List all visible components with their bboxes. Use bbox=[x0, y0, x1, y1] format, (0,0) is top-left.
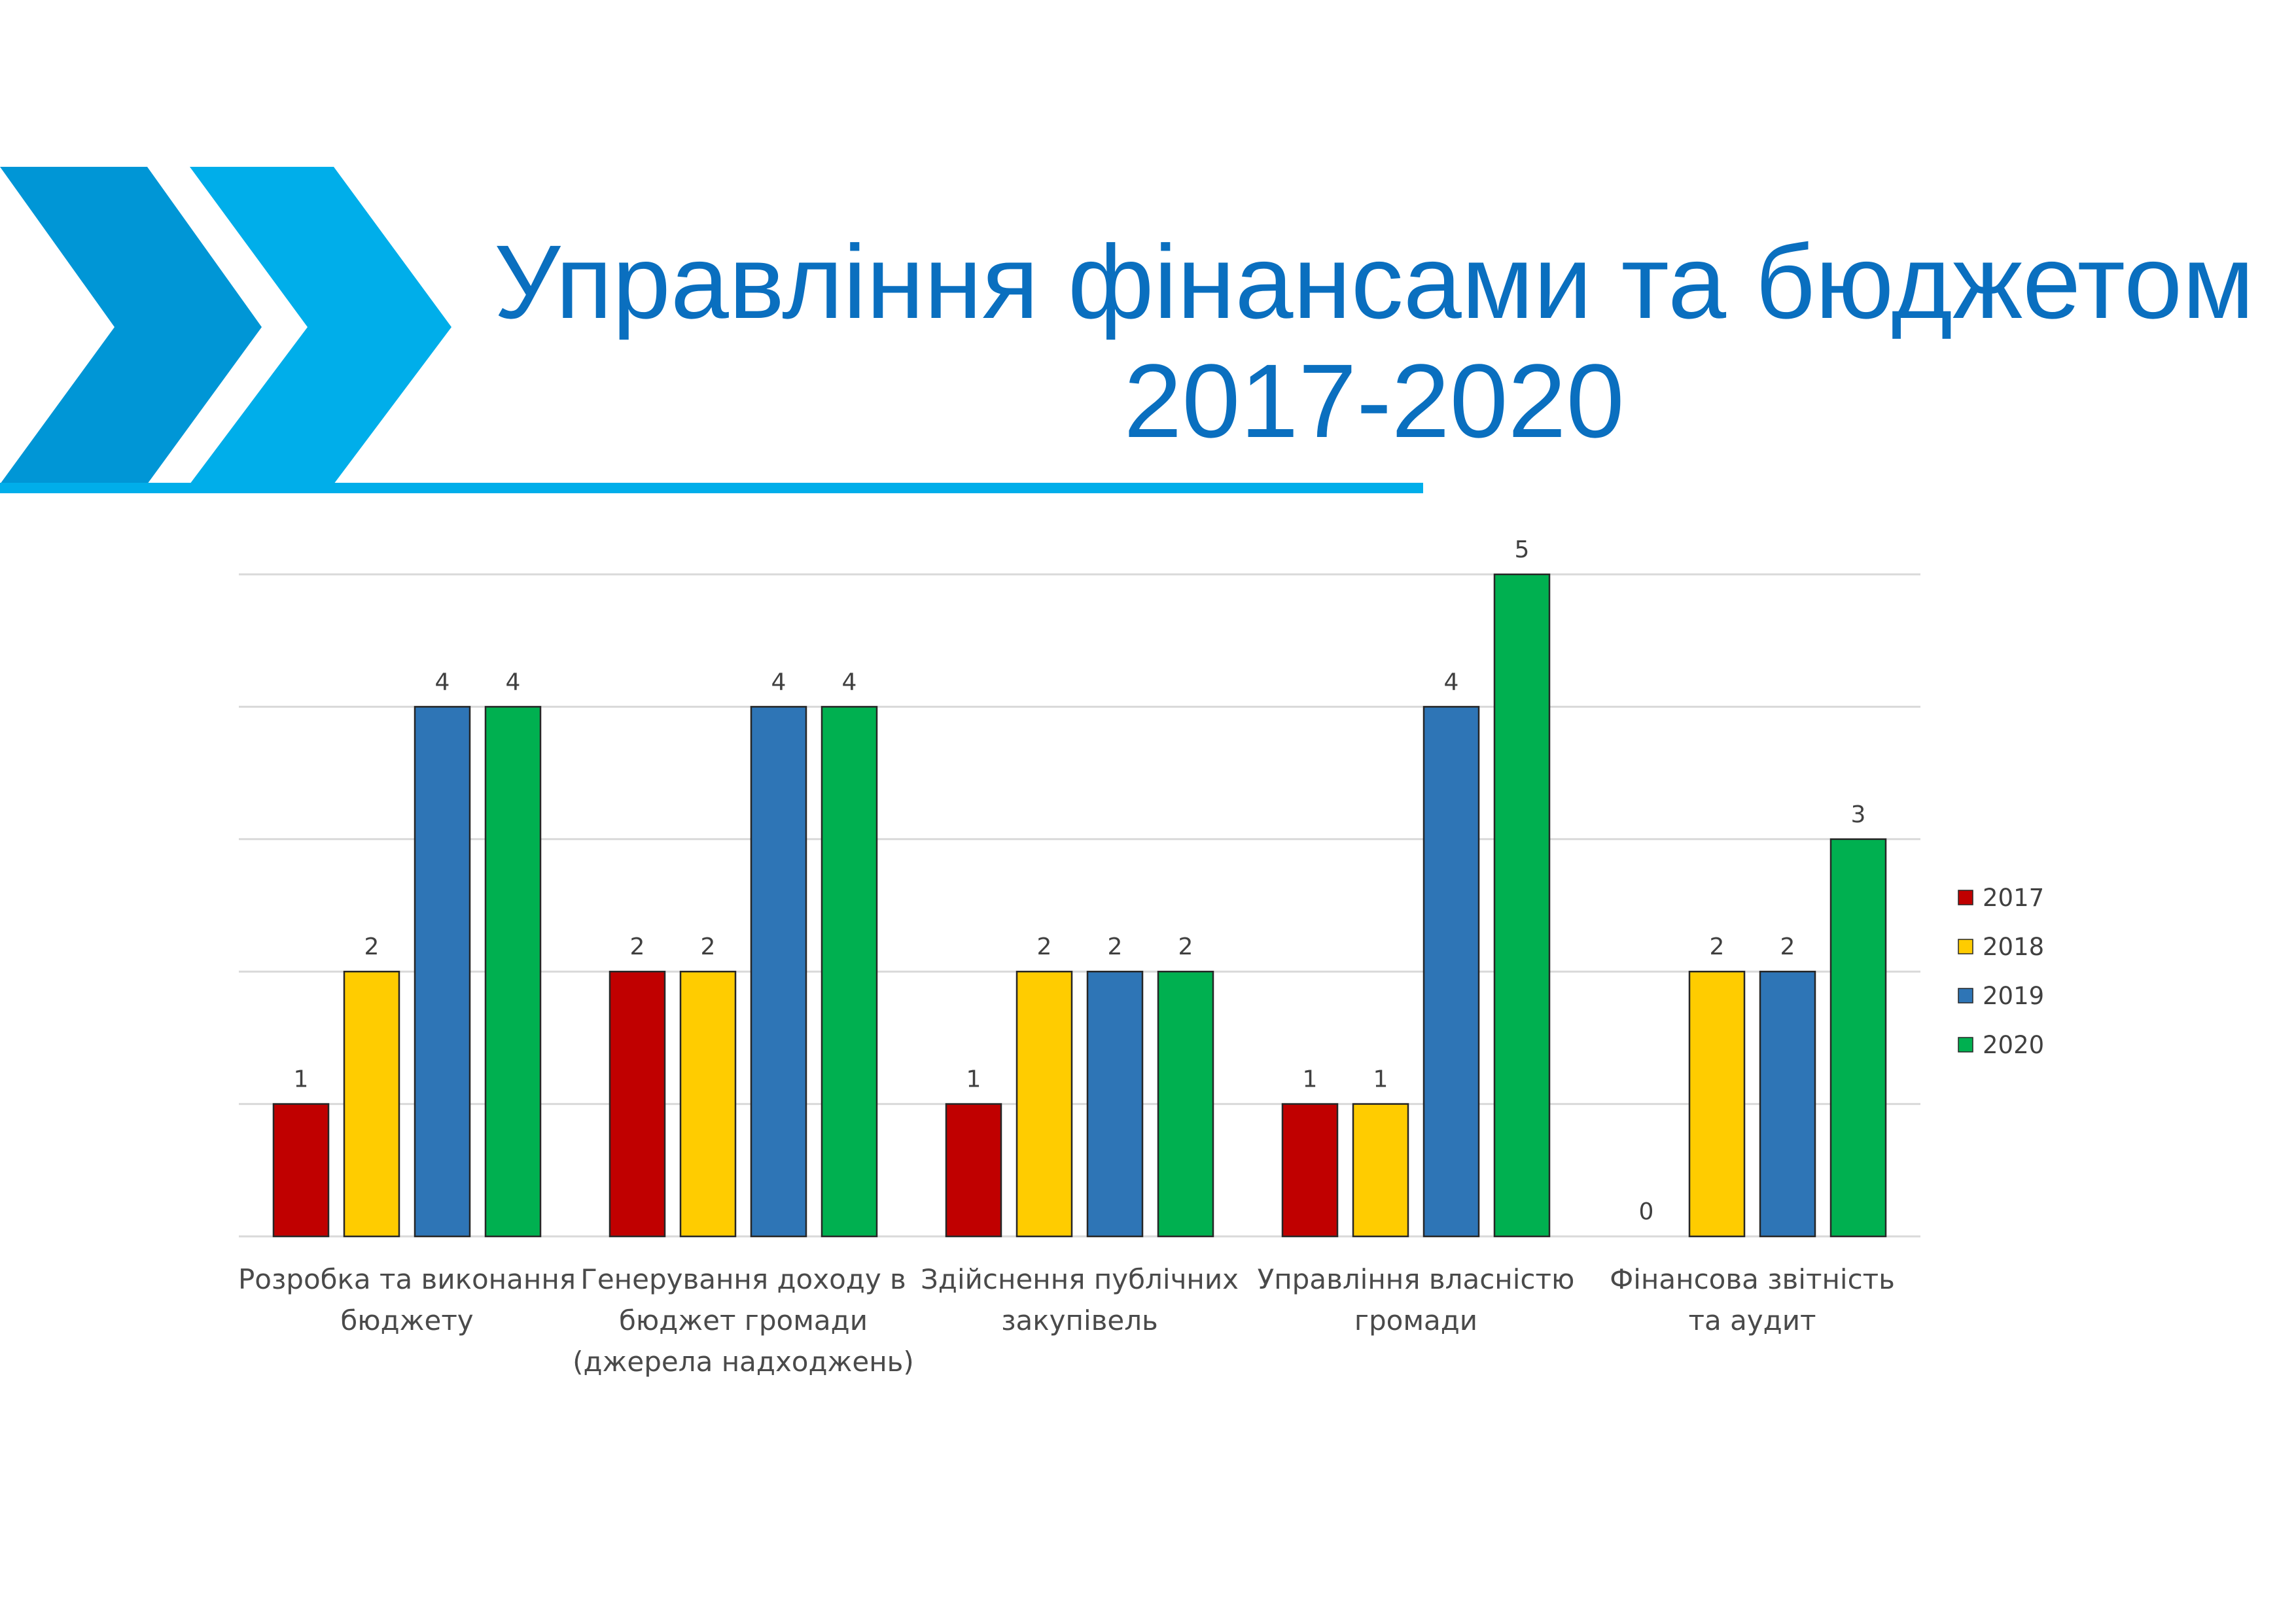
data-label-2020: 4 bbox=[506, 669, 521, 695]
category-label: бюджет громади bbox=[619, 1304, 868, 1336]
bar-2018 bbox=[1352, 1103, 1409, 1238]
data-label-2017: 1 bbox=[966, 1066, 981, 1093]
bar-2020 bbox=[1493, 573, 1551, 1238]
bar-2018 bbox=[1688, 970, 1746, 1238]
page-title: Управління фінансами та бюджетом 2017-20… bbox=[458, 222, 2290, 461]
data-label-2020: 2 bbox=[1178, 934, 1193, 960]
category-label: Здійснення публічних bbox=[921, 1263, 1239, 1295]
data-label-2018: 1 bbox=[1373, 1066, 1388, 1093]
data-label-2019: 4 bbox=[771, 669, 786, 695]
legend-swatch-2020 bbox=[1958, 1037, 1973, 1053]
data-label-2018: 2 bbox=[364, 934, 380, 960]
header-chevron-graphic bbox=[0, 167, 1423, 493]
chevron-left-icon bbox=[0, 167, 262, 484]
data-label-2017: 1 bbox=[294, 1066, 309, 1093]
header-rule bbox=[0, 483, 1423, 493]
data-label-2019: 2 bbox=[1108, 934, 1123, 960]
bar-2019 bbox=[414, 706, 471, 1238]
category-label: Розробка та виконання bbox=[238, 1263, 576, 1295]
category-label: Управління власністю bbox=[1258, 1263, 1575, 1295]
data-label-2019: 4 bbox=[1444, 669, 1459, 695]
category-labels: Розробка та виконання бюджету Генерування … bbox=[238, 1263, 1895, 1378]
bar-2018 bbox=[679, 970, 737, 1238]
legend-label-2017: 2017 bbox=[1983, 884, 2044, 912]
data-label-2017: 2 bbox=[630, 934, 645, 960]
legend-swatch-2018 bbox=[1958, 939, 1973, 954]
data-label-2018: 2 bbox=[701, 934, 716, 960]
category-label: громади bbox=[1354, 1304, 1477, 1336]
bars bbox=[272, 573, 1887, 1238]
title-line-1: Управління фінансами та бюджетом bbox=[493, 223, 2255, 340]
bar-2020 bbox=[1829, 838, 1887, 1238]
category-label: Фінансова звітність bbox=[1610, 1263, 1895, 1295]
legend-label-2019: 2019 bbox=[1983, 982, 2044, 1010]
bar-2019 bbox=[1422, 706, 1480, 1238]
bar-2018 bbox=[1016, 970, 1073, 1238]
bar-2017 bbox=[945, 1103, 1002, 1238]
data-labels: 1 2 4 4 2 2 4 4 1 2 2 2 1 1 4 5 0 2 2 3 bbox=[294, 536, 1866, 1225]
data-label-2018: 2 bbox=[1710, 934, 1725, 960]
bar-2018 bbox=[343, 970, 400, 1238]
data-label-2020: 3 bbox=[1851, 801, 1866, 828]
legend-label-2018: 2018 bbox=[1983, 933, 2044, 961]
data-label-2020: 5 bbox=[1515, 536, 1530, 563]
bar-2019 bbox=[1086, 970, 1144, 1238]
legend: 2017 2018 2019 2020 bbox=[1958, 884, 2044, 1059]
data-label-2017: 0 bbox=[1639, 1198, 1654, 1225]
legend-swatch-2017 bbox=[1958, 890, 1973, 905]
category-label: (джерела надходжень) bbox=[573, 1346, 914, 1378]
data-label-2018: 2 bbox=[1037, 934, 1052, 960]
category-label: закупівель bbox=[1001, 1304, 1158, 1336]
category-label: та аудит bbox=[1689, 1304, 1816, 1336]
legend-swatch-2019 bbox=[1958, 988, 1973, 1003]
data-label-2019: 2 bbox=[1780, 934, 1795, 960]
legend-label-2020: 2020 bbox=[1983, 1031, 2044, 1059]
bar-2019 bbox=[750, 706, 807, 1238]
bar-2019 bbox=[1759, 970, 1816, 1238]
bar-2020 bbox=[484, 706, 542, 1238]
bar-2017 bbox=[609, 970, 666, 1238]
category-label: бюджету bbox=[340, 1304, 473, 1336]
data-label-2017: 1 bbox=[1303, 1066, 1318, 1093]
bar-2017 bbox=[272, 1103, 330, 1238]
category-label: Генерування доходу в bbox=[580, 1263, 906, 1295]
bar-2020 bbox=[821, 706, 878, 1238]
bar-2017 bbox=[1281, 1103, 1339, 1238]
data-label-2019: 4 bbox=[435, 669, 450, 695]
chevron-right-icon bbox=[190, 167, 451, 484]
bar-2020 bbox=[1157, 970, 1214, 1238]
title-line-2: 2017-2020 bbox=[1123, 342, 1625, 459]
data-label-2020: 4 bbox=[842, 669, 857, 695]
